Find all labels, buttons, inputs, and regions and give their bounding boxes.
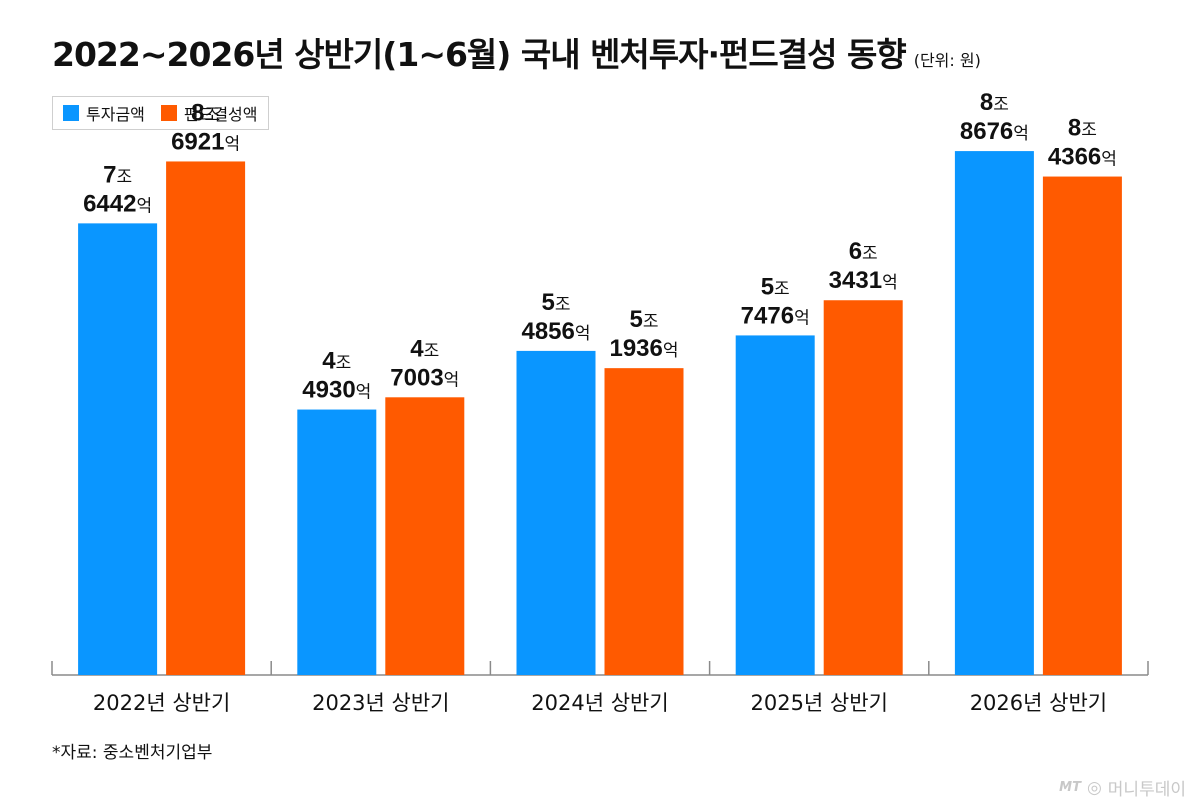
- data-label: 5조: [542, 289, 571, 316]
- bar-fund: [823, 300, 903, 675]
- data-label: 4930억: [302, 377, 371, 404]
- x-tick-label: 2022년 상반기: [93, 691, 230, 715]
- data-label: 4366억: [1048, 144, 1117, 171]
- bar-investment: [735, 335, 815, 675]
- brand-icon: ◎: [1086, 777, 1102, 798]
- data-label-unit: 억: [882, 273, 898, 293]
- data-label-number: 6442: [83, 190, 136, 217]
- data-label-number: 4: [410, 335, 424, 362]
- data-label-number: 7: [103, 161, 116, 188]
- data-label-number: 6: [849, 238, 862, 265]
- legend-label-investment: 투자금액: [86, 105, 145, 124]
- x-tick-label: 2024년 상반기: [531, 691, 668, 715]
- unit-note: (단위: 원): [913, 51, 981, 70]
- data-label: 5조: [630, 306, 659, 333]
- bar-fund: [1042, 176, 1122, 676]
- data-label-number: 4366: [1048, 144, 1101, 171]
- data-label-number: 1936: [609, 335, 662, 362]
- bar-investment: [954, 151, 1034, 675]
- legend-swatch-fund: [160, 105, 177, 121]
- data-label: 3431억: [829, 267, 898, 294]
- bar-fund: [166, 161, 246, 675]
- data-label: 6조: [849, 238, 878, 265]
- data-label-unit: 억: [224, 134, 240, 154]
- data-label-number: 5: [630, 306, 643, 333]
- data-label-number: 8: [191, 99, 204, 126]
- data-label: 4조: [322, 348, 351, 375]
- x-tick-label: 2026년 상반기: [970, 691, 1107, 715]
- data-label-unit: 억: [794, 308, 810, 328]
- data-label: 8676억: [960, 118, 1029, 145]
- data-label-number: 4: [322, 348, 336, 375]
- brand-logo: MT ◎ 머니투데이: [1059, 775, 1186, 801]
- data-label: 6921억: [171, 128, 240, 155]
- data-label-unit: 억: [663, 341, 679, 361]
- data-label: 4856억: [521, 318, 590, 345]
- data-label: 7003억: [390, 364, 459, 391]
- brand-mark: MT: [1059, 780, 1081, 795]
- data-label-unit: 조: [555, 295, 571, 315]
- data-label-number: 3431: [829, 267, 882, 294]
- data-label: 1936억: [609, 335, 678, 362]
- data-label-unit: 조: [204, 105, 220, 125]
- data-label: 7476억: [741, 302, 810, 329]
- legend-item-investment: 투자금액: [63, 101, 145, 125]
- data-label-number: 4930: [302, 377, 355, 404]
- data-label: 5조: [761, 273, 790, 300]
- data-label-unit: 억: [1013, 124, 1029, 144]
- brand-name: 머니투데이: [1107, 780, 1186, 800]
- data-label-unit: 억: [444, 370, 460, 390]
- legend: 투자금액 펀드결성액: [52, 96, 269, 130]
- legend-label-fund: 펀드결성액: [183, 105, 258, 124]
- data-label-unit: 조: [862, 244, 878, 264]
- data-label: 8조: [191, 99, 220, 126]
- data-label-unit: 조: [993, 95, 1009, 115]
- data-label-number: 5: [542, 289, 555, 316]
- data-label-number: 8: [1068, 115, 1081, 142]
- data-label-number: 7003: [390, 364, 443, 391]
- bar-investment: [516, 350, 596, 675]
- data-label-unit: 억: [136, 196, 152, 216]
- data-label: 8조: [980, 89, 1009, 116]
- chart-title: 2022~2026년 상반기(1~6월) 국내 벤처투자·펀드결성 동향 (단위:…: [52, 28, 981, 76]
- legend-swatch-investment: [63, 105, 79, 121]
- data-label-unit: 조: [116, 167, 132, 187]
- data-label-number: 6921: [171, 128, 224, 155]
- data-label-unit: 억: [575, 324, 591, 344]
- data-label-unit: 조: [1081, 121, 1097, 141]
- data-label-number: 8: [980, 89, 993, 116]
- data-label-number: 7476: [741, 302, 794, 329]
- data-label: 8조: [1068, 115, 1097, 142]
- legend-item-fund: 펀드결성액: [160, 101, 258, 125]
- data-label-number: 4856: [521, 318, 574, 345]
- chart-title-text: 2022~2026년 상반기(1~6월) 국내 벤처투자·펀드결성 동향: [52, 35, 907, 74]
- bar-investment: [297, 409, 377, 675]
- x-tick-label: 2025년 상반기: [750, 691, 887, 715]
- data-label-number: 8676: [960, 118, 1013, 145]
- data-label: 6442억: [83, 190, 152, 217]
- data-label-number: 5: [761, 273, 774, 300]
- data-label: 4조: [410, 335, 439, 362]
- bar-fund: [604, 368, 684, 675]
- bar-fund: [385, 397, 465, 675]
- data-label-unit: 조: [643, 312, 659, 332]
- source-note: *자료: 중소벤처기업부: [52, 743, 213, 763]
- data-label-unit: 조: [774, 279, 790, 299]
- data-label-unit: 조: [336, 354, 352, 374]
- x-tick-label: 2023년 상반기: [312, 691, 449, 715]
- data-label-unit: 억: [1101, 150, 1117, 170]
- data-label-unit: 조: [424, 341, 440, 361]
- bar-investment: [78, 223, 158, 676]
- data-label-unit: 억: [356, 383, 372, 403]
- data-label: 7조: [103, 161, 132, 188]
